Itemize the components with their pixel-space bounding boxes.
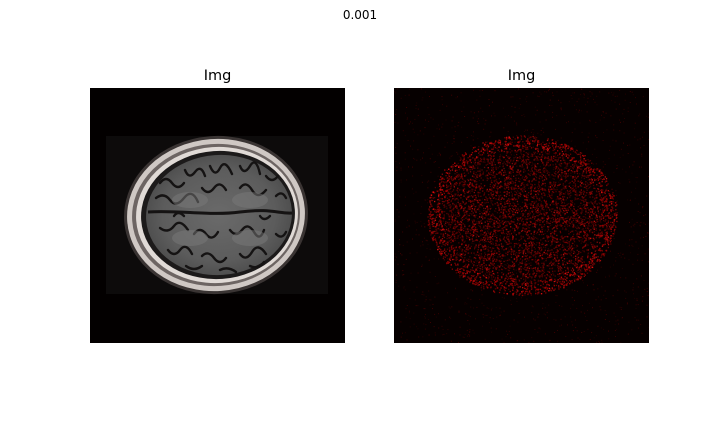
noise-layer (394, 88, 649, 343)
mri-image (90, 88, 345, 343)
figure-suptitle: 0.001 (342, 8, 378, 22)
right-panel-title: Img (507, 68, 536, 84)
mri-image-svg (90, 88, 345, 343)
left-panel-title: Img (203, 68, 232, 84)
residual-image (394, 88, 649, 343)
residual-image-svg (394, 88, 649, 343)
